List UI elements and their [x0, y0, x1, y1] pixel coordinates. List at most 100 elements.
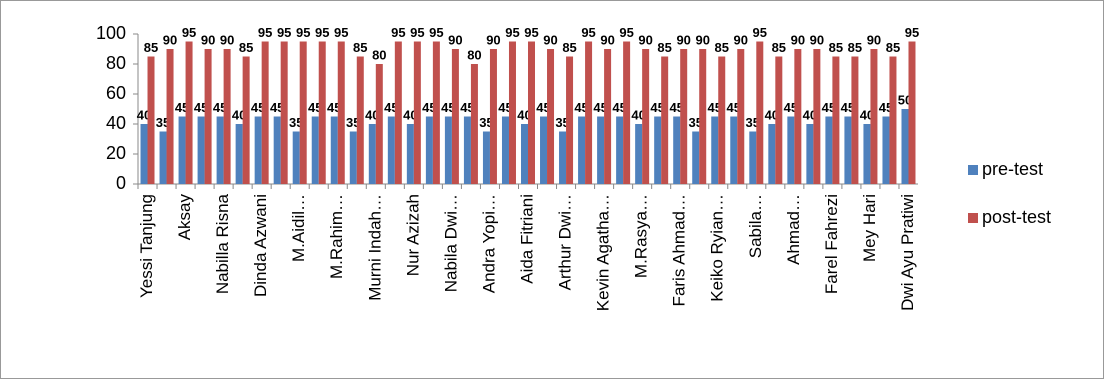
x-tick-label: Farel Fahrezi	[822, 194, 841, 294]
value-label: 90	[486, 32, 500, 47]
bar	[756, 41, 764, 184]
x-tick-label: Nur Azizah	[403, 194, 422, 276]
value-label: 90	[163, 32, 177, 47]
bar	[394, 41, 402, 184]
bar	[311, 116, 319, 184]
value-label: 95	[182, 25, 196, 40]
x-tick-label: Keiko Ryian…	[708, 194, 727, 302]
bar	[635, 124, 643, 184]
bar	[166, 49, 174, 184]
value-label: 95	[581, 25, 595, 40]
bar	[787, 116, 795, 184]
bar	[768, 124, 776, 184]
bar	[387, 116, 395, 184]
value-label: 90	[676, 32, 690, 47]
x-tick-label: Ahmad…	[784, 194, 803, 265]
bar	[432, 41, 440, 184]
value-label: 85	[886, 40, 900, 55]
bar	[425, 116, 433, 184]
value-label: 95	[296, 25, 310, 40]
y-tick-label: 60	[106, 83, 126, 103]
x-tick-label: Nabila Dwi…	[441, 194, 460, 292]
bar	[368, 124, 376, 184]
bar	[444, 116, 452, 184]
value-label: 95	[505, 25, 519, 40]
bar	[318, 41, 326, 184]
bar	[559, 131, 567, 184]
bar	[566, 56, 574, 184]
bar	[178, 116, 186, 184]
y-tick-label: 20	[106, 143, 126, 163]
bar	[673, 116, 681, 184]
value-label: 95	[277, 25, 291, 40]
value-label: 90	[220, 32, 234, 47]
value-label: 85	[848, 40, 862, 55]
bar	[585, 41, 593, 184]
bar	[528, 41, 535, 184]
bar	[463, 116, 471, 184]
x-tick-label: Murni Indah…	[365, 194, 384, 301]
bar	[501, 116, 509, 184]
value-label: 90	[810, 32, 824, 47]
value-label: 80	[467, 47, 481, 62]
value-label: 95	[619, 25, 633, 40]
x-tick-label: Andra Yopi…	[479, 194, 498, 293]
x-tick-label: Aida Fitriani	[517, 194, 536, 284]
bar	[216, 116, 224, 184]
bar	[140, 124, 148, 184]
bar	[521, 124, 528, 184]
y-tick-label: 100	[96, 23, 126, 43]
bar	[908, 41, 916, 184]
bar	[540, 116, 548, 184]
value-label: 85	[562, 40, 576, 55]
value-label: 80	[372, 47, 386, 62]
bar	[254, 116, 262, 184]
bar	[806, 124, 814, 184]
x-tick-label: Arthur Dwi…	[556, 194, 575, 290]
bar	[844, 116, 852, 184]
legend-swatch	[968, 165, 978, 175]
bar	[623, 41, 631, 184]
bar	[292, 131, 300, 184]
bar	[489, 49, 497, 184]
bar	[242, 56, 250, 184]
bar	[508, 41, 516, 184]
x-tick-label: Mey Hari	[860, 194, 879, 262]
bar	[597, 116, 605, 184]
bar	[470, 64, 478, 184]
bar	[451, 49, 459, 184]
value-label: 85	[829, 40, 843, 55]
x-tick-label: M.Aidil…	[289, 194, 308, 262]
x-tick-label: Dinda Azwani	[251, 194, 270, 297]
y-tick-label: 80	[106, 53, 126, 73]
bar	[889, 56, 897, 184]
bar	[711, 116, 719, 184]
bar	[832, 56, 840, 184]
bar	[718, 56, 726, 184]
y-tick-label: 40	[106, 113, 126, 133]
bar	[349, 131, 357, 184]
bar	[901, 109, 909, 184]
bar	[794, 49, 802, 184]
bar	[654, 116, 662, 184]
value-label: 90	[201, 32, 215, 47]
bar	[661, 56, 669, 184]
bar	[870, 49, 878, 184]
legend-label: pre-test	[982, 159, 1043, 179]
x-tick-label: Aksay	[175, 194, 194, 241]
value-label: 90	[867, 32, 881, 47]
bar	[730, 116, 738, 184]
bar	[737, 49, 745, 184]
value-label: 85	[657, 40, 671, 55]
bar	[337, 41, 345, 184]
bar	[235, 124, 243, 184]
legend-label: post-test	[982, 207, 1051, 227]
y-tick-label: 0	[116, 173, 126, 193]
value-label: 90	[791, 32, 805, 47]
bar	[547, 49, 555, 184]
value-label: 90	[448, 32, 462, 47]
bar	[204, 49, 212, 184]
legend-swatch	[968, 213, 978, 223]
x-tick-label: Faris Ahmad…	[670, 194, 689, 306]
bar	[775, 56, 783, 184]
